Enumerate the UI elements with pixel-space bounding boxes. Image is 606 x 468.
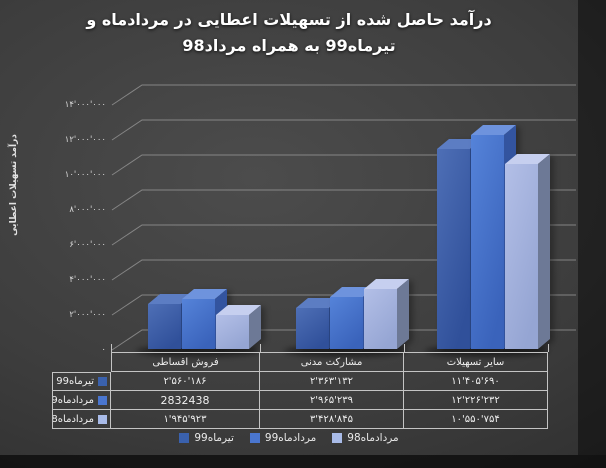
table-value-cell: ۲'۹۶۵'۲۳۹	[260, 391, 404, 410]
table-row-label-text: مردادماه98	[52, 413, 94, 425]
table-header-3: سایر تسهیلات	[404, 352, 548, 372]
table-value-cell: ۳'۴۲۸'۸۴۵	[260, 410, 404, 429]
axis-tick	[404, 344, 405, 352]
table-value-cell: ۲'۳۶۳'۱۳۲	[260, 372, 404, 391]
bar-مردادماه98-سایر تسهیلات[interactable]	[505, 154, 550, 349]
table-value-cell: ۱۰'۵۵۰'۷۵۴	[404, 410, 548, 429]
legend-swatch-icon	[179, 433, 190, 443]
chart-title-line2: تیرماه99 به همراه مرداد98	[182, 36, 396, 55]
legend-entry[interactable]: مردادماه99	[249, 432, 317, 444]
y-axis-tick-label: ۰	[101, 345, 106, 355]
gridline	[111, 259, 576, 281]
axis-tick	[260, 344, 261, 352]
y-axis-tick-label: ۱۴'۰۰۰'۰۰۰	[64, 100, 106, 110]
gridline	[111, 294, 576, 316]
y-axis-tick-label: ۴'۰۰۰'۰۰۰	[69, 275, 106, 285]
y-axis: ۰ ۲'۰۰۰'۰۰۰ ۴'۰۰۰'۰۰۰ ۶'۰۰۰'۰۰۰ ۸'۰۰۰'۰۰۰ ۱۰'…	[0, 0, 108, 380]
gridline	[111, 154, 576, 176]
legend: تیرماه99 مردادماه99 مردادماه98	[0, 432, 578, 444]
y-axis-tick-label: ۱۲'۰۰۰'۰۰۰	[64, 135, 106, 145]
table-row-label: تیرماه99	[52, 372, 111, 391]
legend-swatch-icon	[332, 433, 343, 443]
legend-label: مردادماه99	[264, 432, 317, 444]
table-corner-cell	[52, 352, 111, 372]
gridline	[111, 189, 576, 211]
series-key-swatch	[98, 395, 107, 405]
axis-tick	[111, 344, 112, 352]
table-value-cell: ۲'۵۶۰'۱۸۶	[111, 372, 260, 391]
legend-label: تیرماه99	[194, 432, 234, 444]
axis-tick	[548, 344, 549, 352]
gridline	[111, 84, 576, 106]
legend-swatch-icon	[249, 433, 260, 443]
series-key-swatch	[98, 414, 107, 424]
bar-مردادماه98-مشارکت مدنی[interactable]	[364, 279, 409, 349]
legend-entry[interactable]: مردادماه98	[332, 432, 399, 444]
chart-title-line1: درآمد حاصل شده از تسهیلات اعطایی در مردا…	[86, 10, 492, 29]
table-row-label-text: تیرماه99	[56, 376, 94, 387]
right-margin	[578, 0, 606, 455]
gridline	[111, 224, 576, 246]
gridline	[111, 119, 576, 141]
legend-label: مردادماه98	[347, 432, 399, 444]
table-value-cell: 2832438	[111, 391, 260, 410]
chart-title[interactable]: درآمد حاصل شده از تسهیلات اعطایی در مردا…	[20, 7, 558, 59]
gridline	[111, 329, 576, 351]
series-key-swatch	[98, 377, 107, 386]
legend-entry[interactable]: تیرماه99	[179, 432, 234, 444]
y-axis-tick-label: ۱۰'۰۰۰'۰۰۰	[64, 170, 106, 180]
table-row-label: مردادماه99	[52, 391, 111, 410]
y-axis-tick-label: ۲'۰۰۰'۰۰۰	[69, 310, 106, 320]
bottom-margin	[0, 455, 606, 468]
table-header-2: مشارکت مدنی	[260, 352, 404, 372]
table-header-1: فروش اقساطی	[111, 352, 260, 372]
table-row-label-text: مردادماه99	[52, 394, 94, 406]
y-axis-tick-label: ۸'۰۰۰'۰۰۰	[69, 205, 106, 215]
y-axis-tick-label: ۶'۰۰۰'۰۰۰	[69, 240, 106, 250]
table-value-cell: ۱۲'۲۲۶'۲۳۲	[404, 391, 548, 410]
bar-مردادماه98-فروش اقساطی[interactable]	[216, 305, 261, 349]
table-value-cell: ۱۱'۴۰۵'۶۹۰	[404, 372, 548, 391]
table-value-cell: ۱'۹۴۵'۹۲۳	[111, 410, 260, 429]
table-row-label: مردادماه98	[52, 410, 111, 429]
data-table: فروش اقساطی مشارکت مدنی سایر تسهیلات تیرماه…	[52, 352, 548, 429]
